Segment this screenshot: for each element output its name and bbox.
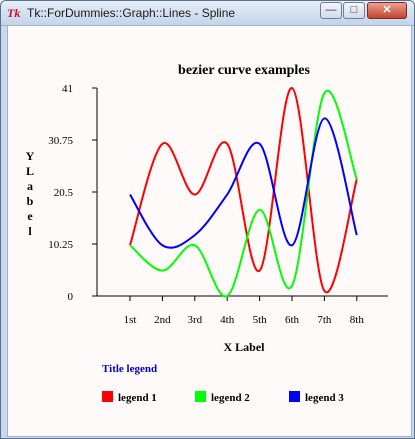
y-tick-label: 10.25 (48, 239, 73, 251)
legend-title: Title legend (102, 363, 157, 375)
title-bar[interactable]: Tk Tk::ForDummies::Graph::Lines - Spline… (1, 1, 414, 26)
chart-title: bezier curve examples (178, 63, 310, 78)
x-tick-label: 7th (317, 314, 332, 326)
y-tick-label: 30.75 (48, 135, 73, 147)
legend-label: legend 3 (305, 392, 344, 404)
x-tick-label: 4th (220, 314, 235, 326)
legend-swatch (102, 391, 113, 402)
line-chart: bezier curve examples 010.2520.530.7541 … (26, 63, 388, 404)
window-title: Tk::ForDummies::Graph::Lines - Spline (27, 6, 236, 20)
y-label-letter: b (27, 194, 34, 208)
x-tick-label: 3rd (187, 314, 202, 326)
y-label-letter: Y (26, 149, 35, 163)
y-label-letter: l (28, 224, 32, 238)
maximize-button[interactable]: □ (343, 2, 365, 19)
y-label-letter: a (27, 179, 33, 193)
legend-swatch (289, 391, 300, 402)
minimize-button[interactable]: — (320, 2, 342, 19)
legend-label: legend 2 (211, 392, 250, 404)
series-line (129, 89, 358, 298)
legend-label: legend 1 (118, 392, 157, 404)
tk-app-icon: Tk (7, 6, 21, 20)
series-lines (129, 86, 358, 298)
x-tick-label: 6th (285, 314, 300, 326)
x-tick-label: 2nd (154, 314, 171, 326)
legend: legend 1 legend 2 legend 3 (102, 391, 344, 404)
y-label-letter: L (26, 164, 34, 178)
x-tick-label: 8th (350, 314, 365, 326)
series-line (129, 117, 358, 249)
x-tick-label: 5th (253, 314, 268, 326)
x-axis-ticks: 1st 2nd 3rd 4th 5th 6th 7th 8th (124, 296, 365, 326)
x-axis-label: X Label (223, 340, 265, 354)
x-tick-label: 1st (124, 314, 137, 326)
y-axis-ticks: 0 10.25 20.5 30.75 41 (48, 83, 97, 303)
y-tick-label: 20.5 (54, 187, 74, 199)
y-label-letter: e (27, 209, 33, 223)
series-line (129, 86, 358, 294)
legend-swatch (195, 391, 206, 402)
y-tick-label: 41 (62, 83, 73, 95)
close-button[interactable]: ✕ (367, 2, 407, 19)
graph-canvas-area: bezier curve examples 0 10.25 20.5 30.75 41 … (7, 26, 412, 437)
y-tick-label: 0 (68, 291, 74, 303)
